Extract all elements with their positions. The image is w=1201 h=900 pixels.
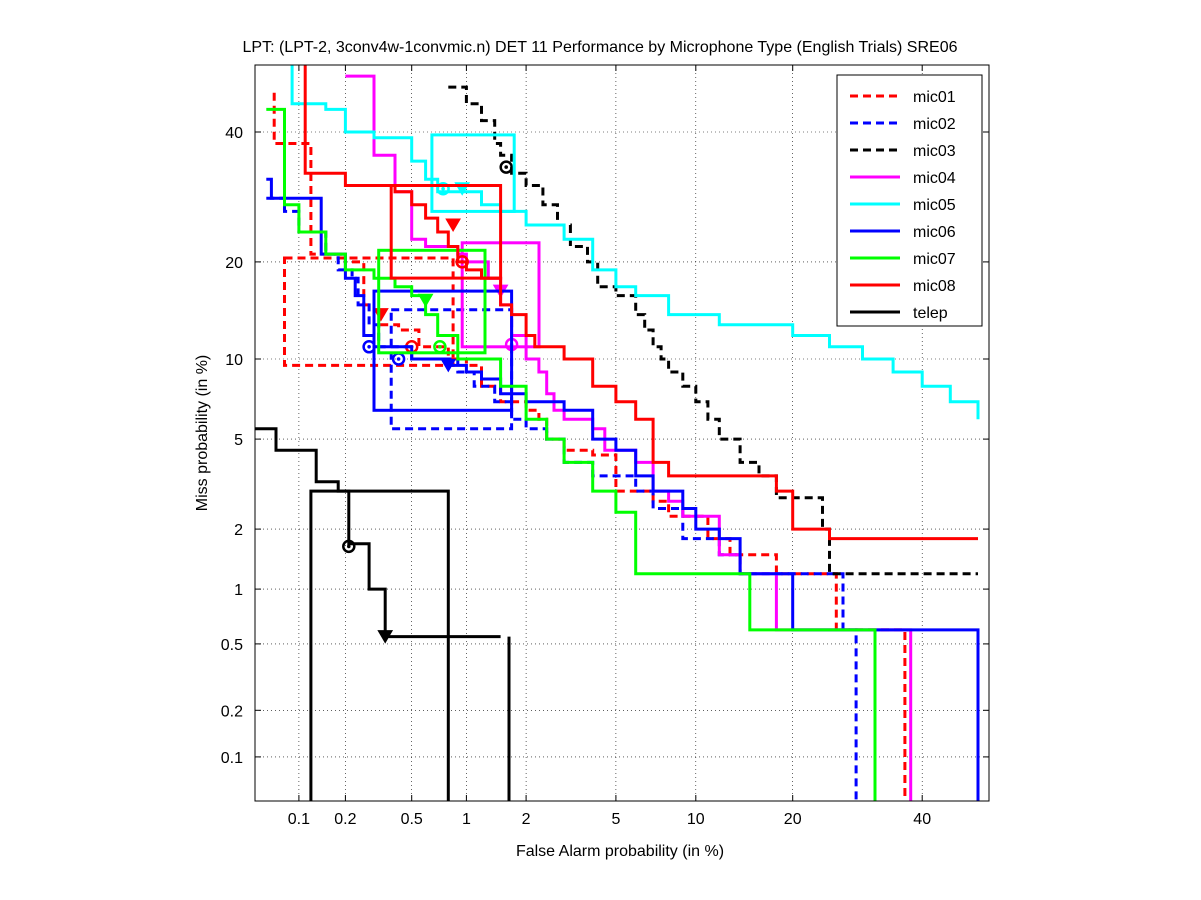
legend-label-mic01: mic01 [913,89,956,106]
min-dcf-marker-dot-mic07 [438,345,442,349]
min-dcf-marker-dot-telep [347,544,351,549]
legend-label-mic04: mic04 [913,170,956,187]
y-tick-label: 0.5 [221,637,243,654]
det-box-mic02 [389,308,514,431]
det-curve-mic05 [290,65,980,420]
legend: mic01 mic02 mic03 mic04 mic05 mic06 mic07 mic08… [836,74,983,327]
x-tick-label: 20 [784,811,802,828]
det-curve-mic01 [272,92,907,801]
series-mic03 [448,85,978,576]
x-tick-label: 0.5 [401,811,423,828]
min-dcf-marker-mic05 [436,181,450,196]
actual-dcf-marker-mic08 [445,218,461,232]
det-curve-mic04 [345,74,913,801]
y-tick-label: 10 [225,352,243,369]
legend-box [836,74,983,327]
actual-dcf-marker-mic07 [417,293,434,308]
det-curve-telep [255,427,501,639]
legend-label-mic05: mic05 [913,197,956,214]
series-mic07 [266,107,877,801]
det-curve-mic03 [448,85,978,576]
grid [255,65,989,801]
legend-label-mic06: mic06 [913,224,956,241]
y-tick-label: 1 [234,582,243,599]
y-tick-label: 0.1 [221,750,243,767]
legend-label-mic07: mic07 [913,251,956,268]
det-box-mic08 [389,184,503,280]
min-dcf-marker-mic07 [433,340,447,354]
series-telep [255,427,511,801]
min-dcf-marker-dot-mic03 [504,165,509,169]
min-dcf-marker-dot-mic06 [367,345,371,349]
legend-label-mic02: mic02 [913,116,956,133]
det-curve-mic08 [303,65,978,541]
det-curve-mic06 [266,177,980,801]
x-tick-label: 40 [913,811,931,828]
min-dcf-marker-dot-mic05 [441,186,445,191]
x-axis-label: False Alarm probability (in %) [516,843,724,860]
min-dcf-marker-dot-mic02 [396,357,401,361]
y-tick-label: 2 [234,522,243,539]
min-dcf-marker-mic03 [499,160,513,174]
min-dcf-marker-dot-mic08 [460,260,465,264]
y-tick-label: 5 [234,432,243,449]
y-axis-label: Miss probability (in %) [194,355,211,511]
det-curve-mic07 [266,107,877,801]
legend-label-mic03: mic03 [913,143,956,160]
axis-ticks: 0.1 0.2 0.5 1 2 5 10 20 40 0.1 0.2 0.5 1 2 5 10 20 40 [221,65,989,828]
y-tick-label: 40 [225,125,243,142]
x-tick-label: 5 [611,811,620,828]
min-dcf-marker-telep [342,539,356,554]
x-tick-label: 10 [687,811,705,828]
series-layer [255,65,980,801]
x-tick-label: 2 [522,811,531,828]
det-curve-mic02 [266,196,858,801]
min-dcf-marker-mic06 [362,340,376,354]
det-box-telep [309,489,450,801]
plot-frame [254,64,990,802]
x-tick-label: 1 [462,811,471,828]
series-mic08 [303,65,978,541]
det-box-mic07 [377,248,487,355]
min-dcf-marker-mic08 [455,255,469,269]
legend-label-telep: telep [913,305,948,322]
y-tick-label: 20 [225,255,243,272]
actual-dcf-marker-telep [377,630,394,644]
det-box-mic05 [430,133,516,213]
y-tick-label: 0.2 [221,703,243,720]
series-mic06 [266,177,980,801]
chart-title: LPT: (LPT-2, 3conv4w-1convmic.n) DET 11 … [243,39,958,56]
x-tick-label: 0.2 [334,811,356,828]
x-tick-label: 0.1 [288,811,310,828]
legend-label-mic08: mic08 [913,278,956,295]
det-box-mic01 [283,256,455,367]
